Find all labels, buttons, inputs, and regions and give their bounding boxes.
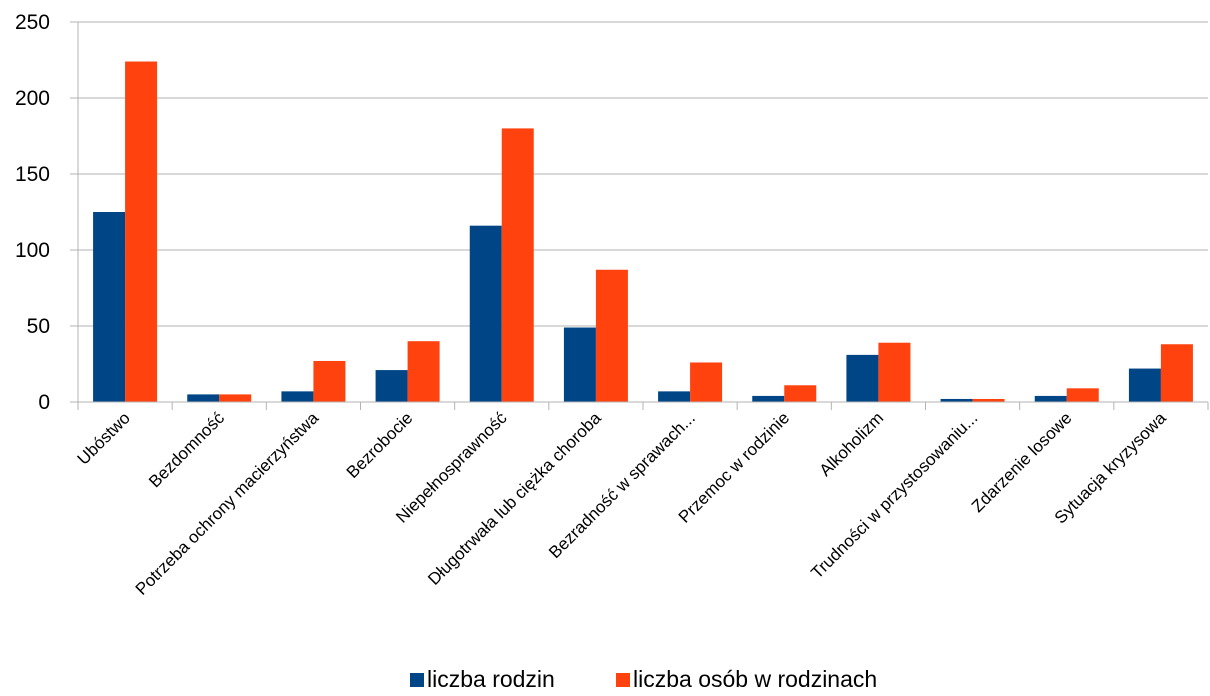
y-tick-label: 0: [38, 391, 50, 414]
bars: [93, 61, 1193, 403]
category-label: Bezrobocie: [343, 408, 417, 482]
bar: [563, 327, 596, 402]
bar: [125, 61, 158, 403]
bar: [93, 212, 126, 402]
category-label: Trudności w przystosowaniu...: [807, 408, 981, 582]
bar: [219, 394, 252, 402]
category-label: Bezdomność: [145, 408, 228, 491]
bar: [752, 395, 785, 402]
bar: [1034, 395, 1067, 402]
bar: [846, 354, 879, 402]
category-label: Alkoholizm: [816, 408, 888, 480]
bar: [940, 398, 973, 402]
legend-label: liczba osób w rodzinach: [633, 666, 877, 692]
bar: [972, 398, 1005, 402]
bar: [595, 269, 628, 402]
axes: [77, 22, 1209, 410]
bar: [690, 362, 723, 402]
bar: [313, 360, 346, 402]
bar: [375, 370, 408, 402]
bar: [1160, 344, 1193, 402]
bar: [784, 385, 817, 402]
y-tick-label: 250: [15, 11, 50, 34]
category-label: Ubóstwo: [74, 408, 134, 468]
y-tick-label: 150: [15, 163, 50, 186]
bar: [1128, 368, 1161, 402]
grid-lines: [70, 21, 1208, 403]
legend-swatch: [616, 673, 630, 687]
y-axis-tick-labels: 0 50 100 150 200 250: [15, 11, 50, 414]
y-tick-label: 50: [27, 315, 50, 338]
category-label: Długotrwała lub ciężka choroba: [424, 408, 605, 589]
bar: [658, 391, 691, 402]
category-label: Zdarzenie losowe: [968, 408, 1076, 516]
bar: [407, 341, 440, 402]
category-label: Potrzeba ochrony macierzyństwa: [132, 408, 323, 599]
bar: [469, 225, 502, 402]
bar: [187, 394, 220, 402]
y-tick-label: 100: [15, 239, 50, 262]
legend-label: liczba rodzin: [427, 666, 555, 692]
bar: [878, 342, 911, 402]
legend: liczba rodzin liczba osób w rodzinach: [410, 666, 877, 692]
bar: [501, 128, 534, 402]
bar: [281, 391, 314, 402]
bar: [1066, 388, 1099, 402]
legend-swatch: [410, 673, 424, 687]
y-tick-label: 200: [15, 87, 50, 110]
